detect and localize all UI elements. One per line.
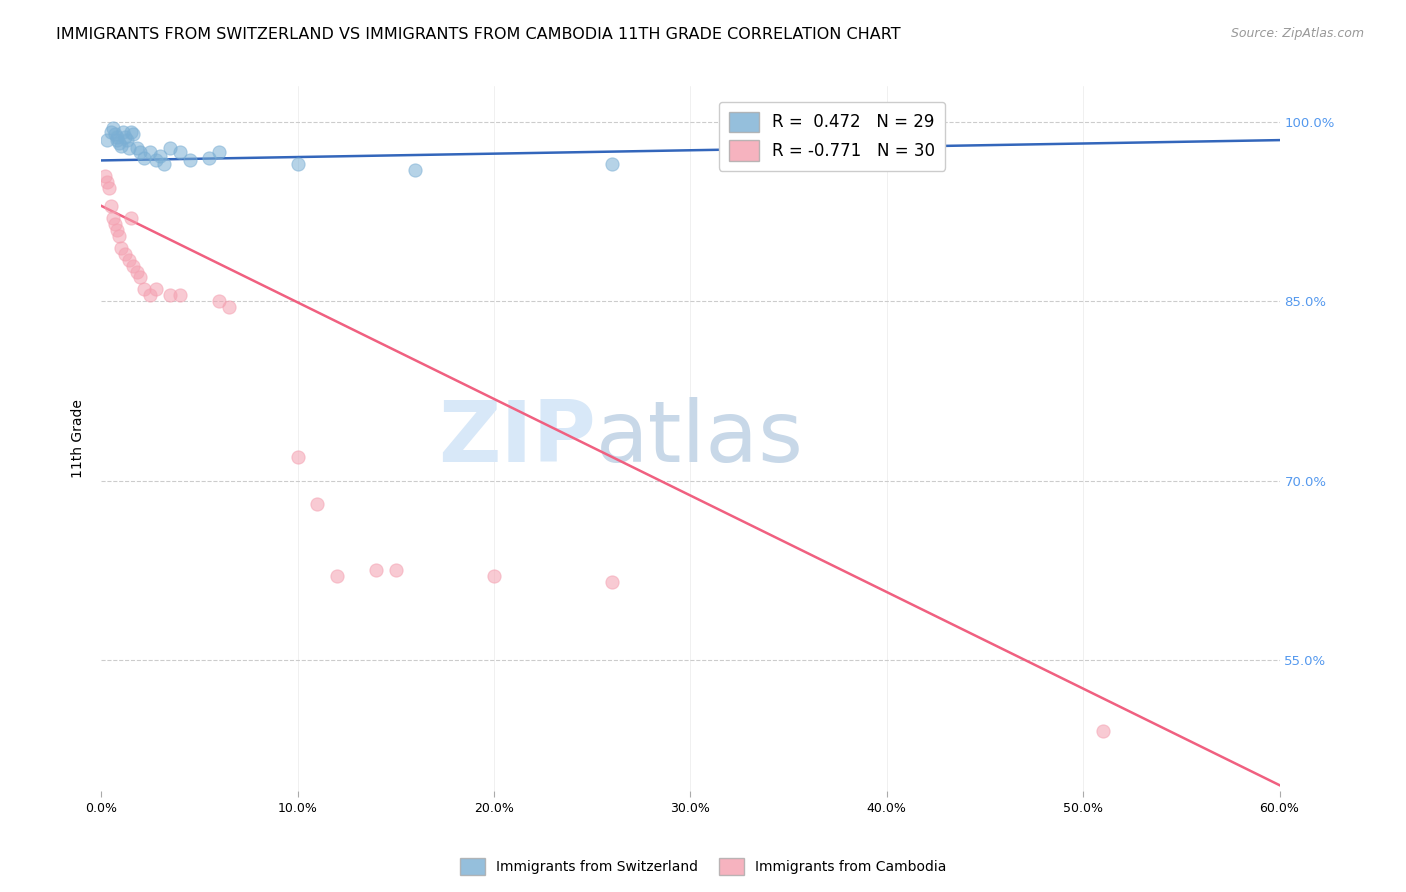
Point bbox=[218, 301, 240, 315]
Point bbox=[287, 157, 309, 171]
Point bbox=[129, 270, 152, 285]
Point bbox=[101, 121, 124, 136]
Point bbox=[169, 288, 191, 302]
Point bbox=[153, 157, 176, 171]
Point bbox=[100, 199, 122, 213]
Point bbox=[139, 145, 162, 159]
Point bbox=[118, 252, 141, 267]
Point bbox=[145, 282, 167, 296]
Point bbox=[482, 569, 505, 583]
Text: Source: ZipAtlas.com: Source: ZipAtlas.com bbox=[1230, 27, 1364, 40]
Point bbox=[1091, 724, 1114, 739]
Point bbox=[179, 153, 201, 168]
Point bbox=[94, 169, 117, 183]
Point bbox=[208, 145, 231, 159]
Point bbox=[307, 498, 329, 512]
Point bbox=[125, 264, 148, 278]
Legend: R =  0.472   N = 29, R = -0.771   N = 30: R = 0.472 N = 29, R = -0.771 N = 30 bbox=[718, 102, 945, 170]
Point bbox=[129, 145, 152, 159]
Point bbox=[105, 223, 128, 237]
Point bbox=[145, 153, 167, 168]
Legend: Immigrants from Switzerland, Immigrants from Cambodia: Immigrants from Switzerland, Immigrants … bbox=[454, 853, 952, 880]
Point bbox=[101, 211, 124, 225]
Point bbox=[134, 282, 156, 296]
Point bbox=[385, 563, 408, 577]
Point bbox=[110, 139, 132, 153]
Point bbox=[159, 141, 181, 155]
Point bbox=[404, 163, 426, 178]
Point bbox=[96, 175, 118, 189]
Point bbox=[108, 228, 131, 243]
Point bbox=[121, 127, 143, 141]
Point bbox=[208, 294, 231, 309]
Point bbox=[366, 563, 388, 577]
Point bbox=[139, 288, 162, 302]
Text: ZIP: ZIP bbox=[439, 397, 596, 480]
Point bbox=[105, 129, 128, 144]
Text: IMMIGRANTS FROM SWITZERLAND VS IMMIGRANTS FROM CAMBODIA 11TH GRADE CORRELATION C: IMMIGRANTS FROM SWITZERLAND VS IMMIGRANT… bbox=[56, 27, 901, 42]
Point bbox=[104, 217, 127, 231]
Y-axis label: 11th Grade: 11th Grade bbox=[72, 400, 86, 478]
Point bbox=[115, 133, 138, 147]
Point bbox=[114, 129, 136, 144]
Point bbox=[121, 259, 143, 273]
Point bbox=[600, 575, 623, 590]
Point bbox=[600, 157, 623, 171]
Point bbox=[98, 181, 121, 195]
Point bbox=[108, 136, 131, 150]
Point bbox=[105, 133, 128, 147]
Point bbox=[114, 246, 136, 260]
Point bbox=[169, 145, 191, 159]
Point bbox=[118, 141, 141, 155]
Point bbox=[287, 450, 309, 464]
Text: atlas: atlas bbox=[596, 397, 804, 480]
Point bbox=[134, 151, 156, 165]
Point bbox=[96, 133, 118, 147]
Point bbox=[125, 141, 148, 155]
Point bbox=[111, 125, 134, 139]
Point bbox=[120, 125, 142, 139]
Point bbox=[198, 151, 221, 165]
Point bbox=[326, 569, 349, 583]
Point bbox=[100, 125, 122, 139]
Point bbox=[149, 148, 172, 162]
Point bbox=[120, 211, 142, 225]
Point bbox=[110, 241, 132, 255]
Point bbox=[104, 127, 127, 141]
Point bbox=[159, 288, 181, 302]
